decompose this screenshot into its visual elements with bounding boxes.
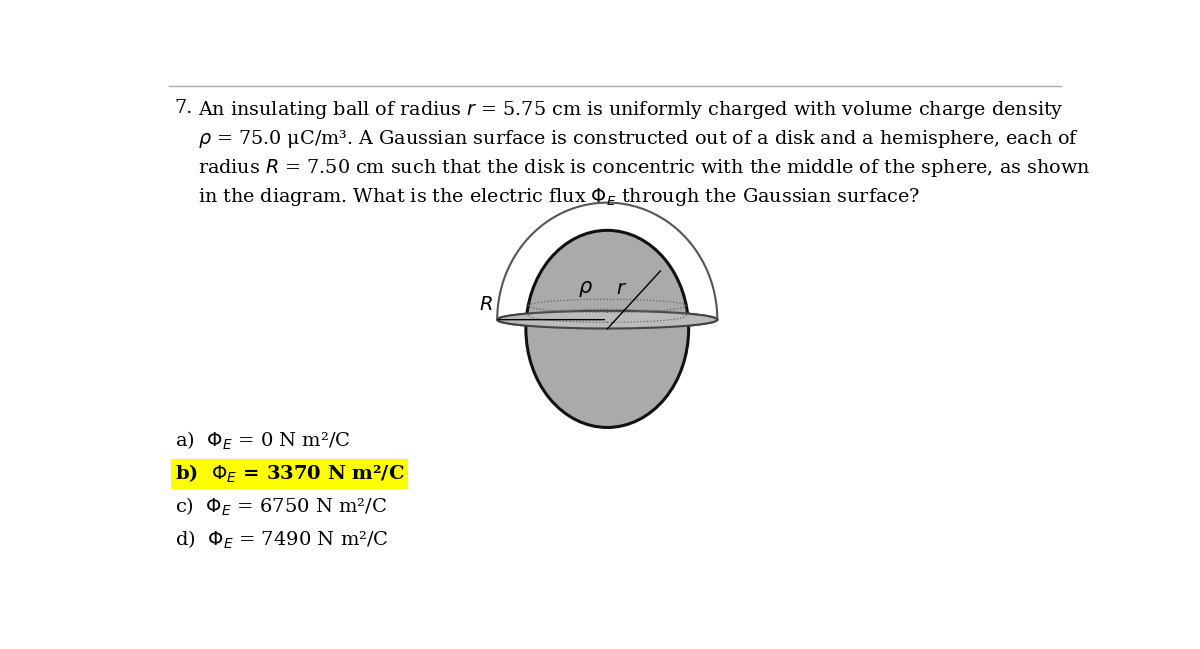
Text: b)  $\Phi_E$ = 3370 N m²/C: b) $\Phi_E$ = 3370 N m²/C [175, 463, 404, 485]
Text: radius $R$ = 7.50 cm such that the disk is concentric with the middle of the sph: radius $R$ = 7.50 cm such that the disk … [198, 157, 1091, 179]
Text: d)  $\Phi_E$ = 7490 N m²/C: d) $\Phi_E$ = 7490 N m²/C [175, 529, 389, 552]
Ellipse shape [497, 311, 718, 328]
Text: $\rho$: $\rho$ [578, 279, 593, 299]
Text: a)  $\Phi_E$ = 0 N m²/C: a) $\Phi_E$ = 0 N m²/C [175, 430, 350, 452]
Text: $R$: $R$ [480, 295, 493, 313]
Text: in the diagram. What is the electric flux $\Phi_E$ through the Gaussian surface?: in the diagram. What is the electric flu… [198, 186, 920, 208]
Text: An insulating ball of radius $r$ = 5.75 cm is uniformly charged with volume char: An insulating ball of radius $r$ = 5.75 … [198, 99, 1063, 121]
Ellipse shape [526, 230, 689, 428]
Text: c)  $\Phi_E$ = 6750 N m²/C: c) $\Phi_E$ = 6750 N m²/C [175, 496, 386, 519]
Text: $r$: $r$ [616, 280, 626, 298]
Text: 7.: 7. [175, 99, 193, 117]
Text: $\rho$ = 75.0 μC/m³. A Gaussian surface is constructed out of a disk and a hemis: $\rho$ = 75.0 μC/m³. A Gaussian surface … [198, 128, 1079, 150]
